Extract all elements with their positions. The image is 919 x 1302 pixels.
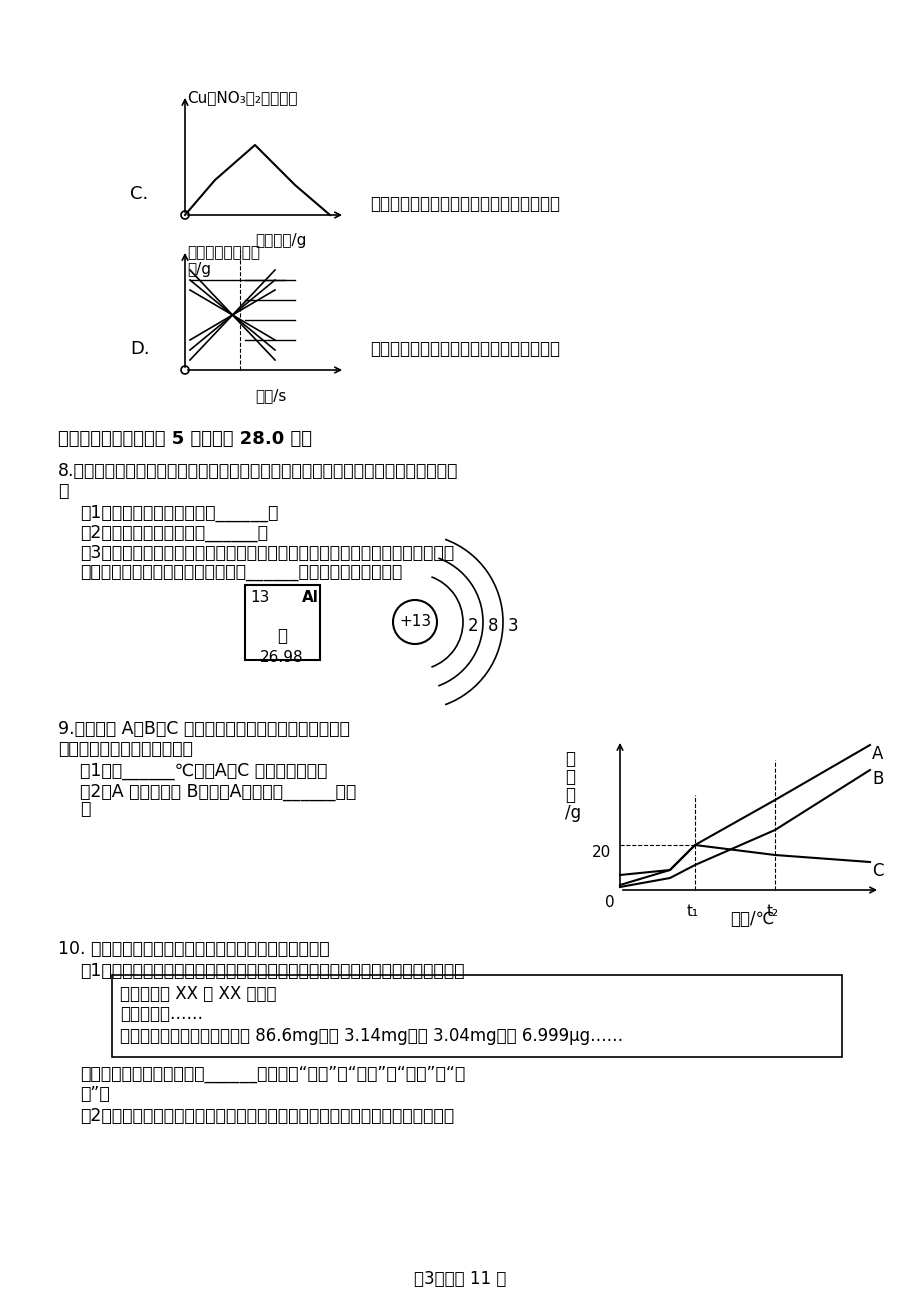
Text: （2）写出鲁离子的符号：______。: （2）写出鲁离子的符号：______。 bbox=[80, 523, 267, 542]
Text: 溶: 溶 bbox=[564, 750, 574, 768]
Text: （2）均衡膳食，保持良好的饮食习惯，就能满足健康成长的需要，不必刻意用保: （2）均衡膳食，保持良好的饮食习惯，就能满足健康成长的需要，不必刻意用保 bbox=[80, 1107, 454, 1125]
Text: C.: C. bbox=[130, 185, 148, 203]
Text: （1）在______℃时，A、C 的溶解度相同。: （1）在______℃时，A、C 的溶解度相同。 bbox=[80, 762, 327, 780]
Text: （2）A 中混有少量 B，提纺A的方法是______结晶: （2）A 中混有少量 B，提纺A的方法是______结晶 bbox=[80, 783, 356, 801]
Text: 3: 3 bbox=[507, 617, 518, 635]
Text: 氯化镇溶液与氯氧化镉溶液混合，充分反应: 氯化镇溶液与氯氧化镉溶液混合，充分反应 bbox=[369, 340, 560, 358]
Text: 这里馑、铁、锤、硨指的是______。（选填“原子”、“分子”、“物质”、“元: 这里馑、铁、锤、硨指的是______。（选填“原子”、“分子”、“物质”、“元 bbox=[80, 1065, 465, 1083]
Text: 锤的质量/g: 锤的质量/g bbox=[255, 233, 306, 247]
Text: 产品名称： XX 牌 XX 口服液: 产品名称： XX 牌 XX 口服液 bbox=[119, 986, 277, 1003]
Text: 二、填空题（本大题共 5 小题，共 28.0 分）: 二、填空题（本大题共 5 小题，共 28.0 分） bbox=[58, 430, 312, 448]
Text: 8: 8 bbox=[487, 617, 498, 635]
Text: ：: ： bbox=[58, 482, 68, 500]
Text: 2: 2 bbox=[468, 617, 478, 635]
Text: 功效成分及含量：每支含：馑 86.6mg，铁 3.14mg，锤 3.04mg，硨 6.999μg……: 功效成分及含量：每支含：馑 86.6mg，铁 3.14mg，锤 3.04mg，硨… bbox=[119, 1027, 622, 1046]
Text: 解: 解 bbox=[564, 768, 574, 786]
Text: 0: 0 bbox=[605, 894, 614, 910]
Text: 10. 化学就在我们身边，生活中蔚藏着丰富的化学知识。: 10. 化学就在我们身边，生活中蔚藏着丰富的化学知识。 bbox=[58, 940, 329, 958]
Text: （1）妇妇为了让小字身体更健康，给她买了某品牌的保健品，标签部分信息如下：: （1）妇妇为了让小字身体更健康，给她买了某品牌的保健品，标签部分信息如下： bbox=[80, 962, 464, 980]
Text: 9.　如图是 A、B、C 三种固体物质（均不含结晶水）的溶: 9. 如图是 A、B、C 三种固体物质（均不含结晶水）的溶 bbox=[58, 720, 349, 738]
Text: （1）鲁的相对原子质量为：______。: （1）鲁的相对原子质量为：______。 bbox=[80, 504, 278, 522]
Text: 解度曲线。请回答下列问题：: 解度曲线。请回答下列问题： bbox=[58, 740, 193, 758]
Text: 除水外，各物质质
量/g: 除水外，各物质质 量/g bbox=[187, 245, 260, 277]
Text: Al: Al bbox=[301, 590, 319, 605]
Text: 20: 20 bbox=[591, 845, 610, 861]
Text: 时间/s: 时间/s bbox=[255, 388, 286, 404]
Text: （3）鲁是地壳中含量最多的金属元素，化学性质活泼，而鲁制品表面通常不作防: （3）鲁是地壳中含量最多的金属元素，化学性质活泼，而鲁制品表面通常不作防 bbox=[80, 544, 454, 562]
Text: 砀酸銀、砀酸铜的混合溶液加入锤粉至过量: 砀酸銀、砀酸铜的混合溶液加入锤粉至过量 bbox=[369, 195, 560, 214]
Text: D.: D. bbox=[130, 340, 150, 358]
Text: 8.　鲁元素在元素周期表中的某些信息及其原子结构示意图如图。请据图回答下列问题: 8. 鲁元素在元素周期表中的某些信息及其原子结构示意图如图。请据图回答下列问题 bbox=[58, 462, 458, 480]
Text: Cu（NO₃）₂质量分数: Cu（NO₃）₂质量分数 bbox=[187, 90, 297, 105]
Text: 主要原料：……: 主要原料：…… bbox=[119, 1005, 203, 1023]
Text: /g: /g bbox=[564, 805, 581, 822]
Text: 温度/℃: 温度/℃ bbox=[729, 910, 774, 928]
Text: 13: 13 bbox=[250, 590, 269, 605]
Text: 锈处理，是因为鲁易氧化形成致密的______（填化学式）保护膜。: 锈处理，是因为鲁易氧化形成致密的______（填化学式）保护膜。 bbox=[80, 564, 402, 582]
Text: 第3页，共 11 页: 第3页，共 11 页 bbox=[414, 1269, 505, 1288]
FancyBboxPatch shape bbox=[112, 975, 841, 1057]
Text: 素”）: 素”） bbox=[80, 1085, 109, 1103]
Text: 。: 。 bbox=[80, 799, 90, 818]
Text: C: C bbox=[871, 862, 882, 880]
Text: t₁: t₁ bbox=[686, 904, 698, 919]
Text: +13: +13 bbox=[399, 615, 431, 629]
Text: A: A bbox=[871, 745, 882, 763]
FancyBboxPatch shape bbox=[244, 585, 320, 660]
Text: 度: 度 bbox=[564, 786, 574, 805]
Text: B: B bbox=[871, 769, 882, 788]
Text: 26.98: 26.98 bbox=[260, 650, 303, 665]
Text: t₂: t₂ bbox=[766, 904, 778, 919]
Text: 铝: 铝 bbox=[277, 628, 287, 644]
